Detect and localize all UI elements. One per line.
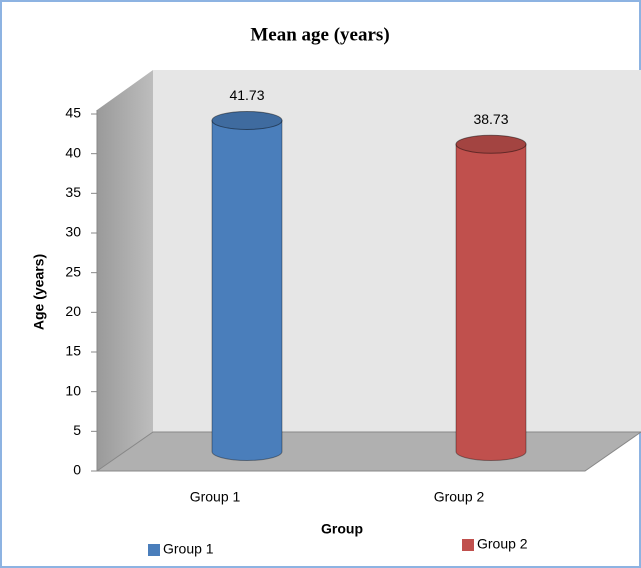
y-tick-label: 15: [65, 343, 81, 359]
legend-swatch: [148, 544, 160, 556]
y-tick-label: 0: [73, 462, 81, 478]
cylinder-top: [455, 134, 527, 154]
y-tick-label: 35: [65, 184, 81, 200]
data-label: 38.73: [473, 111, 508, 127]
x-axis-title: Group: [321, 521, 363, 537]
y-tick-label: 5: [73, 422, 81, 438]
y-tick-label: 30: [65, 224, 81, 240]
floor: [95, 431, 641, 472]
y-tick-label: 20: [65, 303, 81, 319]
y-axis-title: Age (years): [31, 254, 47, 330]
cylinder-body: [455, 143, 527, 461]
data-label: 41.73: [229, 87, 264, 103]
y-tick-label: 10: [65, 382, 81, 398]
side-wall: [97, 70, 153, 471]
y-tick-label: 25: [65, 263, 81, 279]
legend-label: Group 1: [163, 541, 214, 557]
cylinder-body: [211, 119, 283, 461]
legend-swatch: [462, 539, 474, 551]
cylinder-top: [211, 110, 283, 130]
bar: [455, 134, 527, 461]
y-tick-label: 45: [65, 105, 81, 121]
legend-label: Group 2: [477, 536, 528, 552]
y-tick-label: 40: [65, 144, 81, 160]
x-tick-label: Group 1: [190, 489, 241, 505]
bar: [211, 110, 283, 461]
chart-title: Mean age (years): [250, 24, 389, 45]
x-tick-label: Group 2: [434, 489, 485, 505]
